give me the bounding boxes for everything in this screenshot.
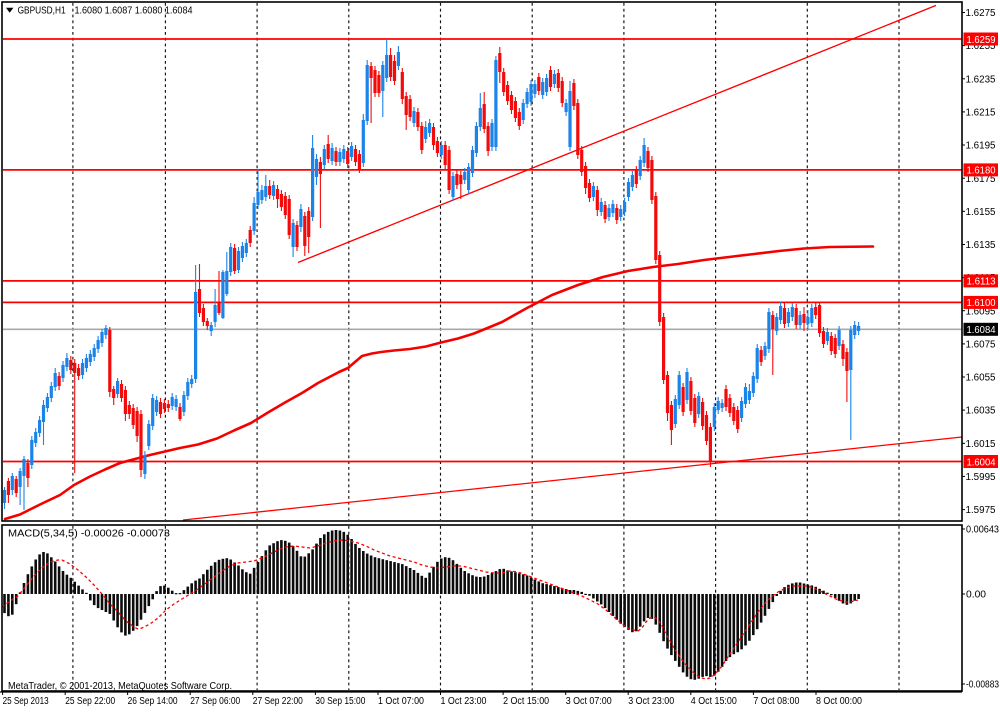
svg-text:1.6275: 1.6275 — [966, 8, 996, 19]
svg-text:30 Sep 15:00: 30 Sep 15:00 — [315, 696, 365, 707]
svg-text:1.6155: 1.6155 — [966, 207, 996, 218]
svg-text:1.6015: 1.6015 — [966, 439, 996, 450]
svg-text:8 Oct 00:00: 8 Oct 00:00 — [816, 696, 862, 707]
svg-text:1.5995: 1.5995 — [966, 472, 996, 483]
svg-text:25 Sep 22:00: 25 Sep 22:00 — [65, 696, 115, 707]
svg-text:3 Oct 23:00: 3 Oct 23:00 — [628, 696, 674, 707]
svg-text:1.6055: 1.6055 — [966, 373, 996, 384]
svg-text:1.6113: 1.6113 — [967, 277, 996, 288]
svg-text:2 Oct 15:00: 2 Oct 15:00 — [503, 696, 549, 707]
svg-text:1 Oct 23:00: 1 Oct 23:00 — [441, 696, 487, 707]
svg-text:-0.00883: -0.00883 — [966, 680, 999, 691]
svg-text:4 Oct 15:00: 4 Oct 15:00 — [691, 696, 737, 707]
svg-text:27 Sep 06:00: 27 Sep 06:00 — [190, 696, 240, 707]
svg-text:1.6215: 1.6215 — [966, 108, 996, 119]
svg-text:1.6180: 1.6180 — [967, 166, 996, 177]
svg-text:1.6259: 1.6259 — [967, 35, 996, 46]
svg-text:1.6095: 1.6095 — [966, 306, 996, 317]
svg-text:1.6235: 1.6235 — [966, 74, 996, 85]
svg-text:MetaTrader, © 2001-2013, MetaQ: MetaTrader, © 2001-2013, MetaQuotes Soft… — [8, 681, 232, 692]
svg-text:7 Oct 08:00: 7 Oct 08:00 — [753, 696, 799, 707]
svg-text:1.6255: 1.6255 — [966, 41, 996, 52]
svg-text:26 Sep 14:00: 26 Sep 14:00 — [128, 696, 178, 707]
svg-text:0.00643: 0.00643 — [966, 525, 999, 536]
svg-text:1.6004: 1.6004 — [967, 457, 996, 468]
svg-text:1.6084: 1.6084 — [967, 325, 996, 336]
svg-text:3 Oct 07:00: 3 Oct 07:00 — [566, 696, 612, 707]
svg-text:1.6175: 1.6175 — [966, 174, 996, 185]
svg-text:1.6080 1.6087 1.6080 1.6084: 1.6080 1.6087 1.6080 1.6084 — [75, 5, 193, 16]
svg-text:GBPUSD,H1: GBPUSD,H1 — [18, 5, 66, 16]
svg-text:0.00: 0.00 — [966, 590, 986, 601]
svg-text:1.6075: 1.6075 — [966, 340, 996, 351]
svg-text:1.6035: 1.6035 — [966, 406, 996, 417]
svg-text:1.6100: 1.6100 — [967, 298, 996, 309]
svg-text:1.5975: 1.5975 — [966, 505, 996, 516]
svg-text:MACD(5,34,5) -0.00026 -0.00073: MACD(5,34,5) -0.00026 -0.00073 — [8, 529, 170, 540]
svg-text:1.6135: 1.6135 — [966, 240, 996, 251]
svg-text:1 Oct 07:00: 1 Oct 07:00 — [378, 696, 424, 707]
svg-text:27 Sep 22:00: 27 Sep 22:00 — [253, 696, 303, 707]
svg-text:1.6195: 1.6195 — [966, 141, 996, 152]
svg-text:25 Sep 2013: 25 Sep 2013 — [3, 696, 49, 707]
